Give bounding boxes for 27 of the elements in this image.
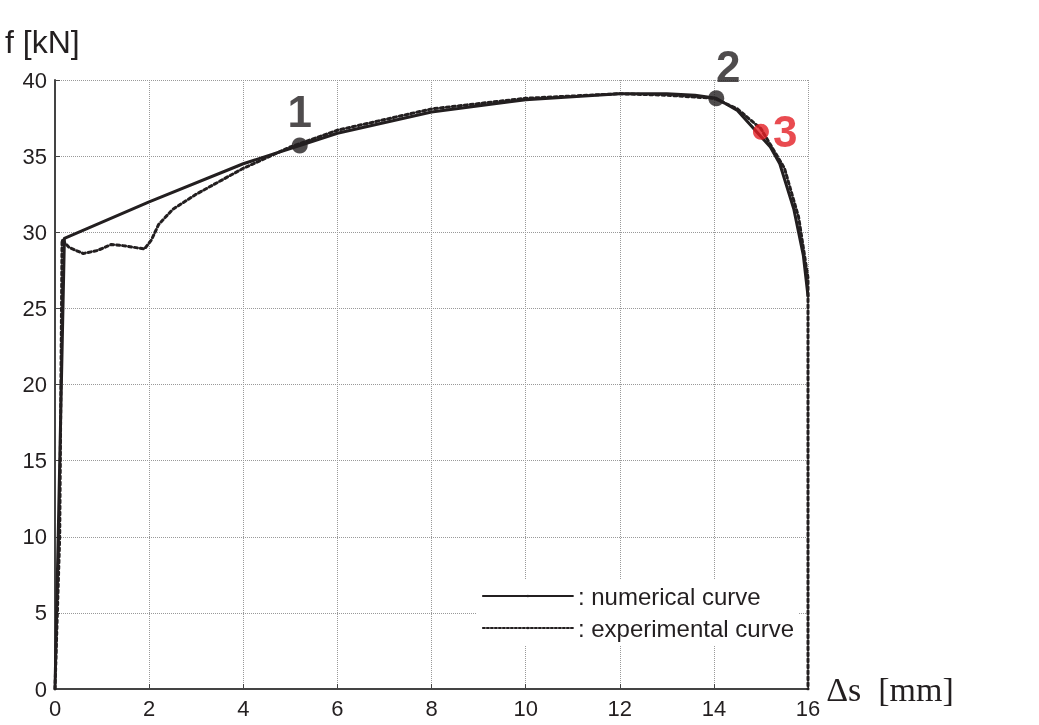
legend-label: : numerical curve (577, 582, 761, 610)
x-tick-label: 16 (795, 695, 821, 721)
x-tick-label: 10 (513, 695, 538, 721)
y-tick-label: 25 (22, 295, 47, 321)
x-tick-label: 8 (425, 695, 438, 721)
x-tick-label: 4 (237, 695, 250, 721)
y-tick-label: 0 (34, 676, 47, 702)
x-axis-title: Δs [mm] (826, 670, 954, 708)
y-tick-label: 35 (22, 143, 47, 169)
y-tick-label: 15 (22, 448, 47, 474)
annotation: 3 (772, 107, 798, 157)
y-tick-label: 40 (22, 67, 47, 93)
annotation: 1 (287, 86, 312, 136)
y-tick-label: 20 (22, 372, 47, 397)
y-tick-label: 10 (22, 524, 47, 550)
y-axis-title: f [kN] (5, 24, 80, 60)
annotation: 2 (715, 41, 741, 91)
x-tick-label: 2 (143, 695, 156, 721)
x-tick-label: 12 (607, 695, 632, 721)
point (708, 90, 725, 107)
x-tick-label: 6 (331, 695, 344, 721)
y-tick-label: 5 (34, 600, 47, 626)
legend-label: : experimental curve (577, 614, 794, 642)
point (752, 123, 769, 140)
point (291, 137, 308, 154)
y-tick-label: 30 (22, 219, 47, 245)
x-tick-label: 14 (701, 695, 727, 721)
